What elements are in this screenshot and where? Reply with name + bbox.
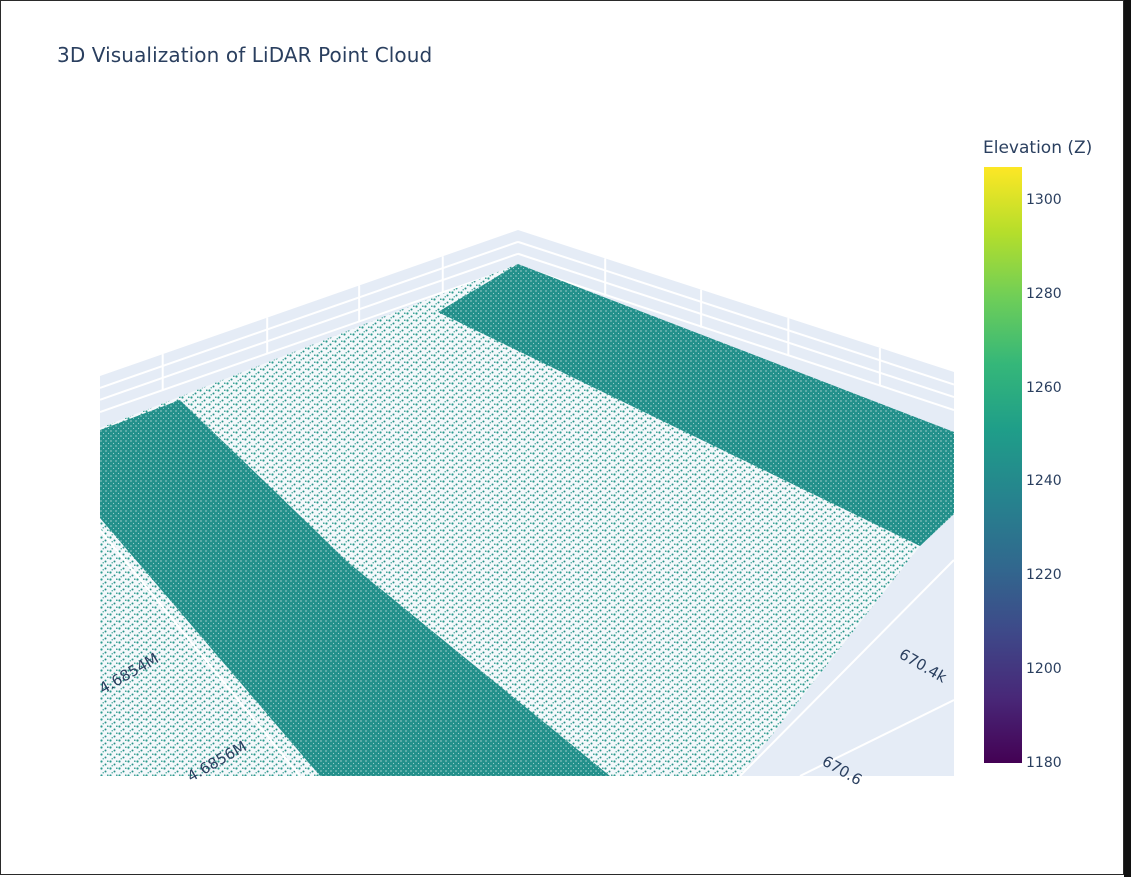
colorbar-tick-label: 1260 [1026, 379, 1062, 396]
grid-line [799, 699, 954, 776]
grid-line [517, 265, 954, 411]
colorbar-tick-label: 1220 [1026, 567, 1062, 584]
grid-line [517, 240, 954, 386]
colorbar-tick-label: 1180 [1026, 755, 1062, 771]
grid-line [100, 252, 519, 401]
colorbar-gradient [984, 167, 1022, 763]
back-wall-left [100, 230, 518, 412]
colorbar-title: Elevation (Z) [983, 138, 1093, 158]
axis-edge-y [100, 529, 301, 776]
grid-line [100, 240, 519, 389]
axis-edge-x [739, 559, 954, 776]
chart-title: 3D Visualization of LiDAR Point Cloud [57, 43, 433, 67]
colorbar-tick-label: 1240 [1026, 473, 1062, 490]
grid-line [517, 252, 954, 399]
point-cloud-band-left [100, 400, 610, 776]
colorbar-tick-label: 1200 [1026, 661, 1062, 678]
scene-svg[interactable] [100, 200, 954, 776]
window-edge [1124, 0, 1131, 877]
back-wall-right [518, 230, 954, 410]
colorbar-tick-label: 1280 [1026, 285, 1062, 302]
plot-3d-scene[interactable] [100, 200, 954, 776]
grid-line [100, 265, 519, 413]
point-cloud-band-right [438, 264, 954, 546]
colorbar-tick-label: 1300 [1026, 191, 1062, 208]
